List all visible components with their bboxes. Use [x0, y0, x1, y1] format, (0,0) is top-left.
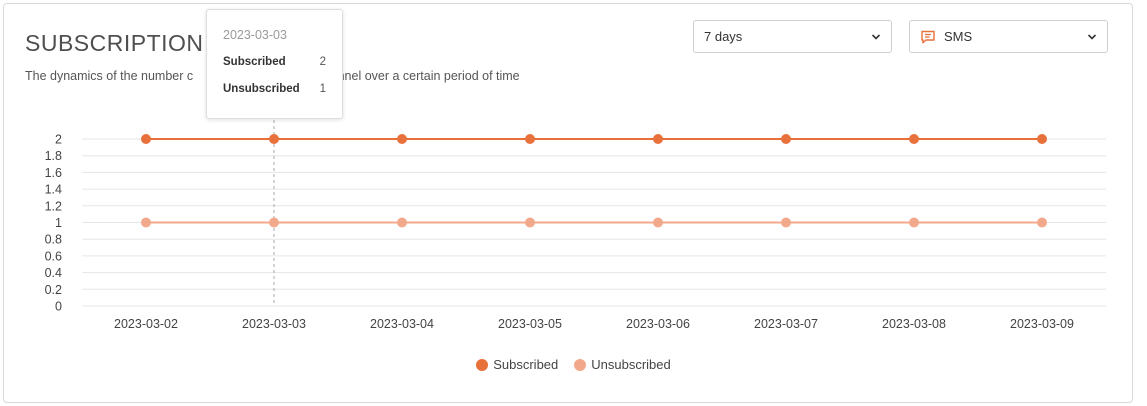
- tooltip-row-unsubscribed: Unsubscribed 1: [223, 83, 326, 95]
- y-tick-label: 0.6: [45, 249, 62, 263]
- card-title: SUBSCRIPTION D: [25, 30, 228, 56]
- data-point-subscribed: [397, 134, 407, 144]
- data-point-unsubscribed: [525, 217, 535, 228]
- legend-item-subscribed[interactable]: Subscribed: [476, 357, 558, 372]
- data-point-subscribed: [141, 134, 151, 144]
- data-point-subscribed: [909, 134, 919, 144]
- x-tick-label: 2023-03-04: [370, 317, 434, 331]
- data-point-unsubscribed: [653, 217, 663, 228]
- channel-select[interactable]: SMS: [909, 20, 1108, 53]
- data-point-unsubscribed: [909, 217, 919, 228]
- data-point-unsubscribed: [141, 217, 151, 228]
- tooltip-label: Subscribed: [223, 56, 286, 68]
- chart-tooltip: 2023-03-03 Subscribed 2 Unsubscribed 1: [206, 9, 343, 119]
- legend-label-unsubscribed: Unsubscribed: [591, 357, 671, 372]
- data-point-unsubscribed: [269, 217, 279, 228]
- data-point-subscribed: [269, 134, 279, 144]
- data-point-subscribed: [781, 134, 791, 144]
- legend-item-unsubscribed[interactable]: Unsubscribed: [574, 357, 671, 372]
- chat-bubble-icon: [921, 30, 935, 43]
- chevron-down-icon: [871, 33, 881, 40]
- x-tick-label: 2023-03-05: [498, 317, 562, 331]
- y-tick-label: 0.4: [45, 266, 62, 280]
- y-tick-label: 1.8: [45, 149, 62, 163]
- data-point-subscribed: [1037, 134, 1047, 144]
- data-point-unsubscribed: [781, 217, 791, 228]
- subscription-dynamics-card: SUBSCRIPTION D The dynamics of the numbe…: [3, 3, 1133, 403]
- x-tick-label: 2023-03-02: [114, 317, 178, 331]
- data-point-unsubscribed: [1037, 217, 1047, 228]
- legend-label-subscribed: Subscribed: [493, 357, 559, 372]
- tooltip-row-subscribed: Subscribed 2: [223, 56, 326, 68]
- period-select[interactable]: 7 days: [693, 20, 892, 53]
- x-tick-label: 2023-03-03: [242, 317, 306, 331]
- y-tick-label: 1.6: [45, 166, 62, 180]
- tooltip-value: 2: [319, 56, 326, 68]
- tooltip-label: Unsubscribed: [223, 83, 300, 95]
- y-tick-label: 0: [55, 300, 62, 314]
- period-select-value: 7 days: [704, 29, 743, 44]
- data-point-unsubscribed: [397, 217, 407, 228]
- chart-legend: Subscribed Unsubscribed: [0, 357, 1147, 372]
- legend-swatch-unsubscribed: [574, 358, 587, 371]
- data-point-subscribed: [653, 134, 663, 144]
- tooltip-date: 2023-03-03: [223, 28, 287, 42]
- y-tick-label: 2: [55, 133, 62, 147]
- x-tick-label: 2023-03-07: [754, 317, 818, 331]
- tooltip-value: 1: [319, 83, 326, 95]
- x-tick-label: 2023-03-08: [882, 317, 946, 331]
- x-tick-label: 2023-03-09: [1010, 317, 1074, 331]
- legend-swatch-subscribed: [476, 358, 489, 371]
- chevron-down-icon: [1087, 33, 1097, 40]
- y-tick-label: 0.2: [45, 283, 62, 297]
- y-tick-label: 0.8: [45, 233, 62, 247]
- y-tick-label: 1: [55, 216, 62, 230]
- data-point-subscribed: [525, 134, 535, 144]
- channel-select-value: SMS: [944, 29, 973, 44]
- y-tick-label: 1.2: [45, 199, 62, 213]
- y-tick-label: 1.4: [45, 183, 62, 197]
- x-tick-label: 2023-03-06: [626, 317, 690, 331]
